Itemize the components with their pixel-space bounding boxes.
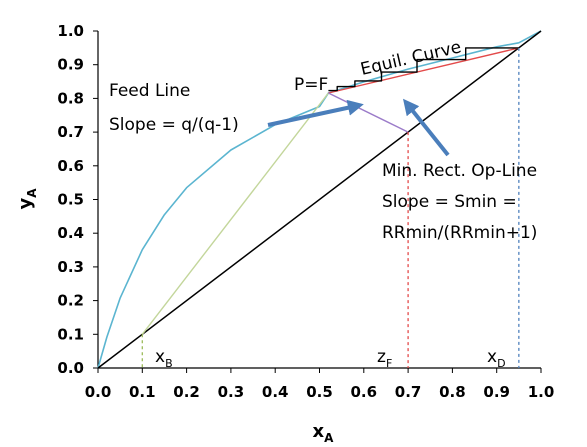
y-tick-label: 1.0	[57, 22, 84, 40]
y-tick-label: 0.3	[57, 258, 84, 276]
y-tick-label: 0.9	[57, 56, 84, 74]
series-line-equil-curve	[97, 30, 542, 369]
x-tick-label: 0.7	[395, 383, 422, 401]
series-layer	[97, 30, 542, 369]
arrow-feed-line	[267, 99, 364, 127]
y-axis-title-main: y	[15, 198, 36, 210]
y-tick-label: 0.8	[57, 89, 84, 107]
annotation-xd: xD	[487, 347, 506, 370]
annotation-zf-main: z	[377, 347, 386, 367]
x-axis-title: xA	[313, 421, 335, 445]
y-tick-label: 0.7	[57, 123, 84, 141]
x-axis-title-sub: A	[324, 431, 334, 445]
annotation-xb: xB	[155, 347, 173, 370]
y-tick-label: 0.1	[57, 325, 84, 343]
y-tick-label: 0.0	[57, 359, 84, 377]
x-tick-label: 0.3	[218, 383, 245, 401]
x-tick-label: 0.1	[129, 383, 156, 401]
annotation-xd-main: x	[487, 347, 497, 367]
x-tick-label: 0.9	[483, 383, 510, 401]
y-axis-title-sub: A	[25, 188, 39, 198]
y-tick-label: 0.5	[57, 191, 84, 209]
axes: 0.0 0.1 0.2 0.3 0.4 0.5 0.6 0.7 0.8 0.9 1.0 0.0 0.1 0…	[15, 22, 554, 445]
x-tick-label: 0.4	[262, 383, 289, 401]
y-tick-label: 0.2	[57, 292, 84, 310]
annotation-min-rect-slope: Slope = Smin =	[382, 192, 517, 212]
annotation-feed-line-title: Feed Line	[109, 81, 190, 101]
x-tick-label: 0.6	[351, 383, 378, 401]
annotation-zf: zF	[377, 347, 392, 370]
y-axis-title: yA	[15, 188, 39, 210]
series-line-zf-line	[328, 92, 409, 133]
annotation-feed-line-slope: Slope = q/(q-1)	[109, 115, 239, 135]
series-line-diagonal	[97, 30, 542, 369]
annotation-min-rect-formula: RRmin/(RRmin+1)	[382, 223, 537, 243]
x-tick-label: 1.0	[528, 383, 555, 401]
marks-layer	[141, 47, 520, 368]
x-axis-title-main: x	[313, 421, 325, 442]
series-line-min-rect-op-line	[328, 47, 519, 94]
y-tick-label: 0.6	[57, 157, 84, 175]
series-line-stairs	[328, 47, 519, 92]
annotation-xb-main: x	[155, 347, 165, 367]
x-tick-label: 0.8	[439, 383, 466, 401]
y-tick-label: 0.4	[57, 224, 84, 242]
x-tick-label: 0.5	[306, 383, 333, 401]
annotation-zf-sub: F	[386, 357, 392, 370]
arrow-min-rect-line	[403, 98, 450, 157]
x-tick-label: 0.2	[173, 383, 200, 401]
x-tick-label: 0.0	[85, 383, 112, 401]
annotation-pf: P=F	[294, 75, 328, 95]
series-line-feed-line	[141, 92, 329, 335]
annotation-xd-sub: D	[497, 357, 505, 370]
annotation-min-rect-title: Min. Rect. Op-Line	[382, 161, 537, 181]
annotation-xb-sub: B	[165, 357, 173, 370]
